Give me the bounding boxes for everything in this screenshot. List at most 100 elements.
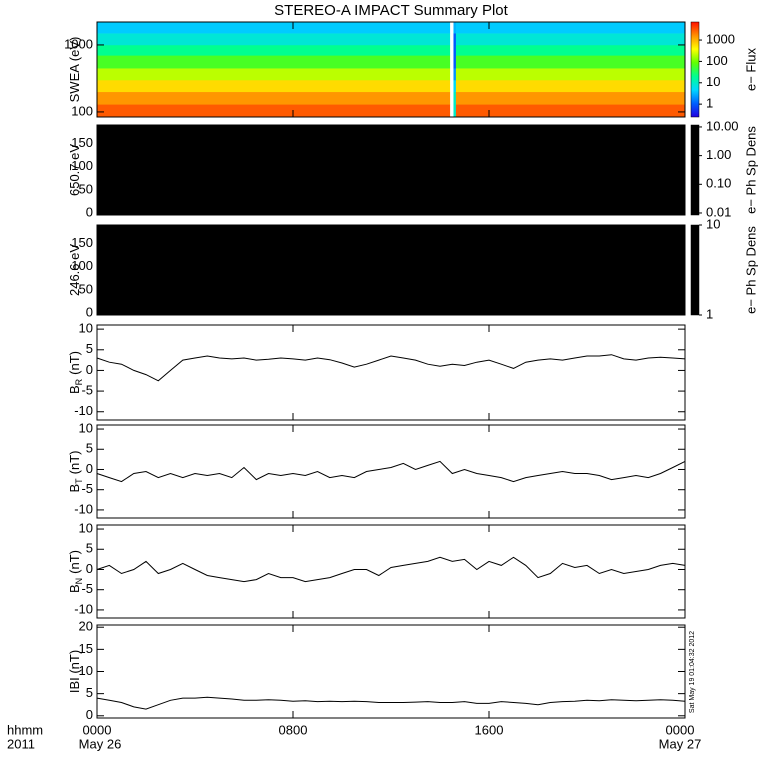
- no-data-fill: [97, 225, 685, 315]
- colorbar: [690, 124, 700, 216]
- x-row-label: 2011: [7, 736, 35, 751]
- y-tick-label: 5: [86, 541, 93, 556]
- y-tick-label: 10: [79, 663, 93, 678]
- heatmap-cell: [453, 44, 457, 56]
- timestamp: Sat May 19 01:04:32 2012: [689, 631, 696, 713]
- y-axis-label: BN (nT): [67, 550, 84, 593]
- y-tick-label: 50: [79, 281, 93, 296]
- y-tick-label: 100: [71, 258, 93, 273]
- heatmap-cell: [97, 91, 451, 105]
- heatmap-cell: [455, 33, 686, 46]
- panel-frame: [96, 224, 686, 316]
- no-data-fill: [97, 125, 685, 215]
- y-label-unit: (nT): [67, 351, 82, 375]
- y-tick-label: 0: [86, 205, 93, 220]
- panel-frame: [96, 524, 686, 619]
- heatmap-cell: [455, 22, 686, 34]
- heatmap-cell: [453, 91, 457, 105]
- panel-frame: [96, 324, 686, 421]
- panel-frame: [96, 124, 686, 216]
- heatmap-cell: [97, 79, 451, 93]
- colorbar-tick-label: 0.01: [706, 204, 731, 219]
- y-tick-label: 150: [71, 135, 93, 150]
- heatmap-cell: [453, 55, 457, 69]
- y-tick-label: 100: [71, 103, 93, 118]
- x-date-label: May 26: [79, 736, 122, 751]
- data-line: [96, 460, 686, 483]
- heatmap-cell: [455, 91, 686, 105]
- y-label-unit: (nT): [67, 550, 82, 574]
- heatmap-cell: [455, 104, 686, 118]
- y-tick-label: 10: [79, 321, 93, 336]
- heatmap-cell: [97, 44, 451, 56]
- data-line: [96, 354, 686, 382]
- y-axis-label: 650.7 eV: [67, 144, 82, 196]
- heatmap-cell: [97, 104, 451, 118]
- y-tick-label: 10: [79, 420, 93, 435]
- y-tick-label: 100: [71, 158, 93, 173]
- chart-title: STEREO-A IMPACT Summary Plot: [274, 2, 508, 19]
- x-tick-label: 0000: [83, 722, 112, 737]
- panel-frame: [96, 424, 686, 519]
- y-tick-label: 10: [79, 520, 93, 535]
- x-tick-label: 0000: [666, 722, 695, 737]
- y-tick-label: 0: [86, 561, 93, 576]
- y-label-symbol: SWEA (eV): [67, 37, 82, 103]
- heatmap-cell: [455, 44, 686, 56]
- heatmap-cell: [455, 79, 686, 93]
- y-axis-label: BT (nT): [67, 450, 84, 492]
- heatmap-cell: [453, 79, 457, 93]
- x-row-label: hhmm: [7, 722, 43, 737]
- colorbar-tick-label: 10: [706, 74, 720, 89]
- colorbar-tick-label: 10.00: [706, 118, 739, 133]
- colorbar-tick-label: 100: [706, 53, 728, 68]
- y-label-symbol: IBI (nT): [67, 650, 82, 693]
- y-label-symbol: B: [67, 484, 82, 493]
- y-label-symbol: B: [67, 584, 82, 593]
- y-axis-label: 246.6 eV: [67, 244, 82, 296]
- heatmap-cell: [97, 55, 451, 69]
- data-line: [96, 556, 686, 583]
- colorbar-tick-label: 0.10: [706, 176, 731, 191]
- heatmap-cell: [453, 104, 457, 118]
- colorbar-tick-label: 1: [706, 96, 713, 111]
- heatmap-cell: [455, 55, 686, 69]
- y-tick-label: -5: [81, 481, 93, 496]
- heatmap-cell: [97, 22, 451, 34]
- heatmap-cell: [455, 68, 686, 81]
- y-tick-label: 150: [71, 235, 93, 250]
- colorbar-tick-label: 1: [706, 306, 713, 321]
- colorbar-label: e− Ph Sp Dens: [743, 126, 758, 214]
- panel-frame: [96, 21, 686, 118]
- y-label-subscript: R: [74, 378, 84, 385]
- colorbar-label: e− Flux: [743, 48, 758, 91]
- heatmap-cell: [453, 68, 457, 81]
- panel-frame: [96, 624, 686, 719]
- y-tick-label: -10: [74, 403, 93, 418]
- colorbar-tick-label: 1.00: [706, 147, 731, 162]
- y-axis-label: IBI (nT): [67, 650, 82, 693]
- y-tick-label: 5: [86, 441, 93, 456]
- x-tick-label: 1600: [475, 722, 504, 737]
- y-tick-label: 0: [86, 461, 93, 476]
- y-tick-label: -10: [74, 601, 93, 616]
- colorbar-tick-label: 1000: [706, 31, 735, 46]
- y-tick-label: 5: [86, 341, 93, 356]
- y-tick-label: -10: [74, 501, 93, 516]
- y-tick-label: 1000: [64, 36, 93, 51]
- x-tick-label: 0800: [279, 722, 308, 737]
- y-label-symbol: 650.7 eV: [67, 144, 82, 196]
- data-line: [96, 696, 686, 710]
- colorbar-tick-label: 10: [706, 216, 720, 231]
- y-tick-label: 15: [79, 641, 93, 656]
- y-tick-label: 0: [86, 362, 93, 377]
- y-tick-label: 0: [86, 305, 93, 320]
- colorbar: [690, 21, 700, 118]
- y-tick-label: 20: [79, 619, 93, 634]
- heatmap-cell: [97, 33, 451, 46]
- y-tick-label: 0: [86, 707, 93, 722]
- y-label-subscript: N: [74, 578, 84, 585]
- y-label-symbol: 246.6 eV: [67, 244, 82, 296]
- heatmap-cell: [453, 33, 457, 46]
